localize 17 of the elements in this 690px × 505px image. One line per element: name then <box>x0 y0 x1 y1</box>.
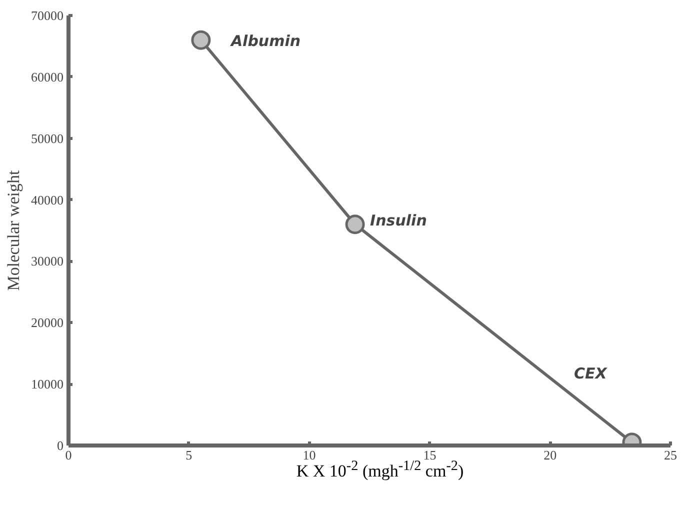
y-tick-label: 10000 <box>31 376 64 392</box>
x-tick-label: 15 <box>423 448 436 462</box>
y-tick-label: 20000 <box>31 315 64 330</box>
x-tick-label: 20 <box>544 448 557 462</box>
y-tick-label: 40000 <box>31 192 64 208</box>
y-tick-label: 50000 <box>31 130 64 146</box>
y-axis-title: Molecular weight <box>4 170 23 291</box>
y-tick-label: 60000 <box>31 69 64 84</box>
y-tick-label: 0 <box>57 438 64 453</box>
x-tick-label: 25 <box>664 448 677 462</box>
x-tick-label: 5 <box>186 448 192 462</box>
annotation: Insulin <box>370 211 427 230</box>
x-tick-label: 10 <box>302 448 316 462</box>
y-tick-label: 30000 <box>31 254 64 269</box>
annotation: CEX <box>574 364 608 382</box>
y-tick-label: 70000 <box>31 8 64 23</box>
annotation: Albumin <box>230 32 301 50</box>
